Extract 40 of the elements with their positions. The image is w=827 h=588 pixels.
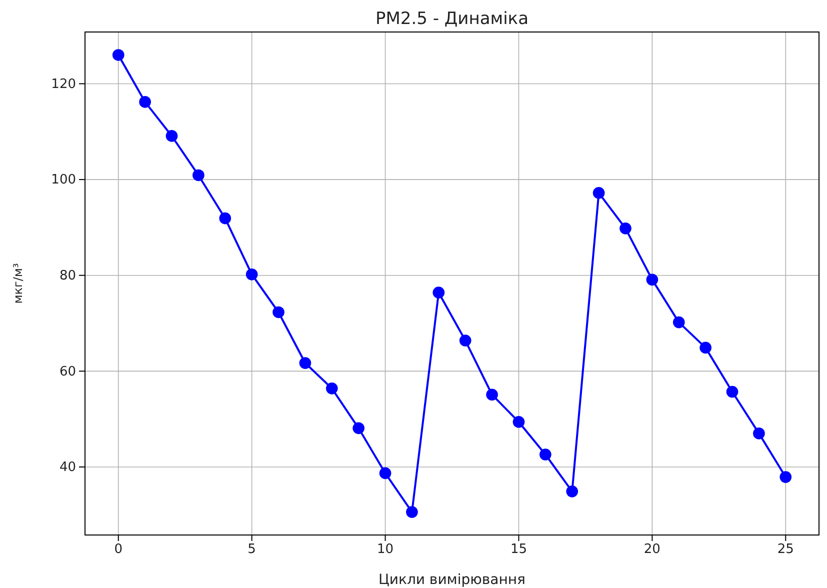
point [780, 471, 792, 483]
point [166, 130, 178, 142]
point [753, 428, 765, 440]
point [726, 386, 738, 398]
chart-title: PM2.5 - Динаміка [376, 9, 528, 29]
point [592, 187, 605, 199]
x-tick-label: 0 [114, 542, 123, 558]
y-axis-title: мкг/м³ [11, 263, 25, 304]
point [700, 342, 712, 354]
point [672, 316, 685, 328]
point [219, 212, 232, 224]
y-tick-label: 40 [59, 460, 76, 476]
point [192, 169, 204, 182]
x-tick-label: 15 [510, 542, 527, 558]
point [512, 416, 525, 428]
point [406, 506, 418, 518]
y-tick-label: 120 [51, 76, 76, 92]
point [352, 422, 364, 434]
point [620, 222, 632, 234]
x-tick-label: 5 [248, 542, 256, 558]
point [459, 334, 472, 346]
y-tick-label: 80 [59, 268, 76, 284]
point [486, 388, 498, 401]
point [379, 467, 392, 480]
point [646, 274, 658, 286]
point [540, 448, 552, 460]
y-tick-label: 60 [59, 364, 76, 380]
point [112, 49, 124, 61]
point [299, 357, 312, 369]
point [566, 486, 578, 498]
x-axis-title: Цикли вимірювання [378, 572, 526, 588]
x-tick-label: 20 [644, 542, 660, 558]
point [139, 96, 151, 108]
x-tick-label: 25 [777, 542, 794, 558]
point [432, 286, 445, 299]
y-tick-label: 100 [51, 172, 76, 188]
point [246, 268, 258, 280]
x-tick-label: 10 [377, 542, 394, 558]
point [326, 382, 338, 394]
point [272, 306, 284, 318]
